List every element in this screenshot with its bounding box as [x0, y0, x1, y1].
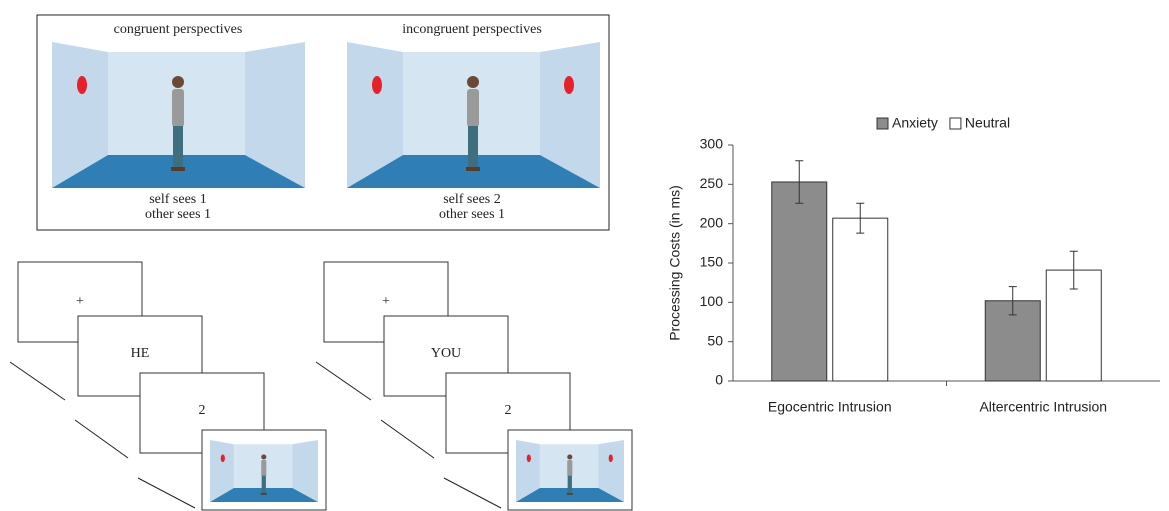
error-bar	[1008, 286, 1017, 316]
y-tick-label: 50	[707, 332, 723, 348]
panel-title: incongruent perspectives	[402, 22, 542, 37]
panel-title: congruent perspectives	[114, 22, 243, 37]
y-tick-label: 0	[715, 372, 723, 388]
error-bar	[1069, 250, 1078, 290]
bar-chart: Processing Costs (in ms) 0 50 100 150 200 250…	[667, 115, 1160, 415]
frame-text: HE	[131, 346, 150, 361]
legend-label: Neutral	[965, 115, 1010, 131]
room-illustration	[52, 42, 305, 188]
y-tick-label: 150	[700, 254, 724, 270]
frame-text: 2	[505, 403, 512, 418]
frame-text: +	[382, 294, 390, 309]
x-tick-label: Altercentric Intrusion	[979, 399, 1107, 415]
legend-swatch	[876, 117, 889, 130]
frame-text: 2	[199, 403, 206, 418]
error-bar	[856, 202, 865, 234]
y-tick-label: 200	[700, 214, 724, 230]
error-bar	[795, 160, 804, 204]
y-tick-label: 300	[700, 136, 724, 152]
sequence: + HE 2	[9, 261, 327, 511]
panel-caption: other sees 1	[439, 207, 505, 222]
sequence: + YOU 2	[315, 261, 633, 511]
x-tick-label: Egocentric Intrusion	[768, 399, 892, 415]
y-tick-label: 250	[700, 175, 724, 191]
frame-text: YOU	[431, 346, 461, 361]
panel-caption: self sees 1	[149, 192, 207, 207]
frame-text: +	[76, 294, 84, 309]
room-illustration	[347, 42, 600, 188]
legend-swatch	[949, 117, 962, 130]
panel-caption: other sees 1	[145, 207, 211, 222]
y-axis-label: Processing Costs (in ms)	[667, 185, 683, 341]
bar	[832, 217, 889, 382]
panel-caption: self sees 2	[443, 192, 501, 207]
bar	[771, 181, 828, 382]
legend-label: Anxiety	[892, 115, 938, 131]
y-tick-label: 100	[700, 293, 724, 309]
